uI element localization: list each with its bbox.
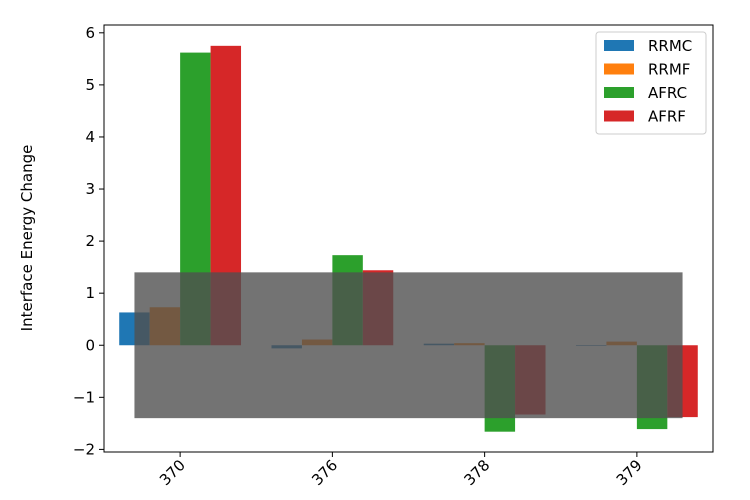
legend-box	[595, 31, 707, 135]
y-tick-label: −2	[73, 440, 95, 458]
legend-label-rrmc: RRMC	[648, 37, 692, 55]
legend-swatch-afrf	[604, 110, 634, 122]
x-tick-label: 370	[156, 456, 189, 489]
legend-swatch-rrmf	[604, 63, 634, 75]
x-tick-label: 378	[460, 456, 493, 489]
axes-frame	[103, 24, 714, 453]
y-tick-label: 4	[85, 128, 95, 146]
legend-label-rrmf: RRMF	[648, 61, 690, 79]
legend-swatch-rrmc	[604, 40, 634, 51]
legend-label-afrf: AFRF	[648, 108, 686, 126]
plot-area	[119, 45, 698, 432]
x-tick-label: 376	[308, 456, 341, 489]
shaded-band	[134, 272, 683, 419]
y-tick-label: −1	[73, 388, 95, 406]
y-tick-label: 2	[85, 232, 95, 250]
y-tick-label: 5	[85, 76, 95, 94]
legend: RRMC RRMF AFRC AFRF	[595, 31, 707, 135]
legend-label-afrc: AFRC	[648, 84, 687, 102]
legend-swatch-afrc	[604, 87, 634, 98]
y-tick-label: 6	[85, 24, 95, 42]
y-tick-label: 1	[85, 284, 95, 302]
x-axis: 370 376 378 379	[156, 452, 646, 489]
x-tick-label: 379	[613, 456, 646, 489]
y-tick-label: 3	[85, 180, 95, 198]
y-axis-label: Interface Energy Change	[18, 145, 36, 332]
y-axis: −2 −1 0 1 2 3 4 5 6	[73, 24, 104, 458]
y-tick-label: 0	[85, 336, 95, 354]
